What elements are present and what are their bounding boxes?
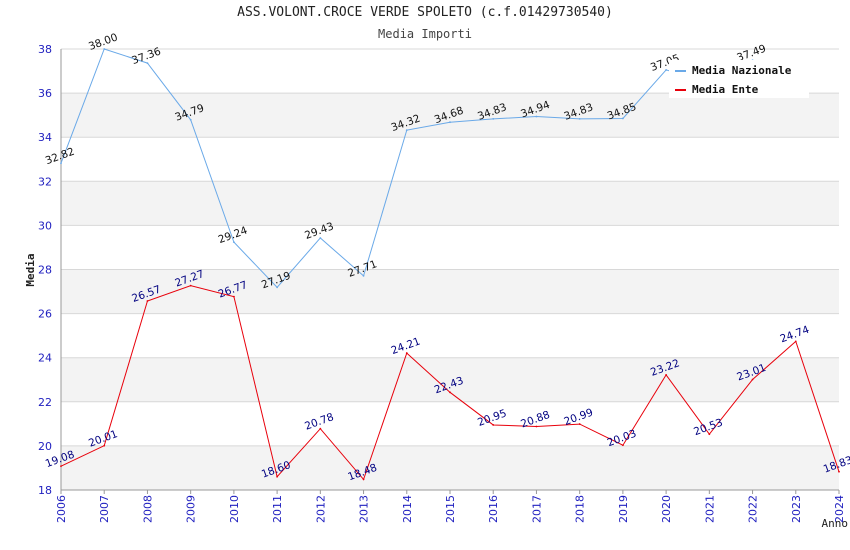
chart-title: ASS.VOLONT.CROCE VERDE SPOLETO (c.f.0142… (237, 5, 613, 20)
x-tick-label: 2011 (271, 495, 284, 523)
y-tick-label: 34 (38, 131, 52, 144)
legend: Media Nazionale Media Ente (669, 60, 809, 98)
data-point (621, 444, 624, 447)
x-tick-label: 2016 (487, 495, 500, 523)
x-tick-label: 2018 (574, 495, 587, 523)
x-tick-label: 2006 (55, 495, 68, 523)
grid-band (61, 137, 839, 182)
data-point (146, 62, 149, 65)
data-point (492, 117, 495, 120)
data-point (189, 284, 192, 287)
x-tick-label: 2023 (790, 495, 803, 523)
data-point (492, 424, 495, 426)
data-point (449, 121, 451, 124)
grid-band (61, 93, 839, 138)
legend-item-nazionale: Media Nazionale (675, 64, 791, 78)
data-point (578, 117, 581, 120)
grid-band (61, 269, 839, 314)
data-point (103, 444, 106, 447)
grid-band (61, 401, 839, 446)
data-point (60, 162, 62, 165)
x-tick-label: 2019 (617, 495, 630, 523)
legend-item-ente: Media Ente (675, 83, 758, 97)
data-point (708, 433, 711, 436)
data-point (838, 470, 840, 473)
x-tick-label: 2013 (358, 495, 371, 523)
legend-label-nazionale: Media Nazionale (692, 64, 792, 77)
data-point (60, 465, 62, 468)
data-point (146, 300, 149, 302)
y-tick-label: 26 (38, 308, 52, 321)
y-tick-label: 30 (38, 219, 52, 232)
y-axis-title: Media (24, 253, 37, 286)
grid-band (61, 181, 839, 226)
y-tick-label: 36 (38, 87, 52, 100)
x-tick-label: 2010 (228, 495, 241, 523)
chart-subtitle: Media Importi (378, 27, 472, 41)
data-point (535, 425, 538, 428)
legend-swatch-nazionale (675, 70, 686, 72)
data-point (232, 295, 235, 298)
y-tick-label: 38 (38, 43, 52, 56)
x-tick-label: 2007 (98, 495, 111, 523)
x-tick-label: 2015 (444, 495, 457, 523)
grid-band (61, 313, 839, 358)
data-point (405, 352, 408, 354)
data-point (362, 274, 365, 277)
y-tick-label: 22 (38, 396, 52, 409)
x-axis-title: Anno (822, 517, 849, 530)
x-tick-label: 2012 (314, 495, 327, 523)
data-point (189, 118, 192, 121)
x-tick-label: 2022 (747, 495, 760, 523)
y-tick-label: 20 (38, 440, 52, 453)
y-tick-label: 24 (38, 352, 52, 365)
data-point (578, 423, 581, 425)
y-tick-label: 28 (38, 264, 52, 277)
data-point (319, 427, 322, 430)
data-point (665, 373, 668, 376)
data-point (751, 378, 754, 381)
x-tick-label: 2014 (401, 495, 414, 523)
grid-band (61, 225, 839, 270)
y-tick-label: 18 (38, 484, 52, 497)
data-point (362, 478, 365, 481)
x-tick-label: 2020 (660, 495, 673, 523)
data-point (665, 69, 668, 71)
data-point (103, 48, 106, 50)
data-point (319, 237, 322, 239)
x-tick-label: 2009 (185, 495, 198, 523)
data-point (276, 475, 279, 478)
legend-label-ente: Media Ente (692, 83, 759, 96)
data-point (535, 115, 538, 118)
legend-swatch-ente (675, 89, 686, 91)
y-tick-label: 32 (38, 175, 52, 188)
x-tick-label: 2017 (530, 495, 543, 523)
data-point (232, 241, 235, 244)
x-tick-label: 2021 (703, 495, 716, 523)
data-point (276, 286, 279, 289)
data-point (449, 391, 451, 394)
x-tick-label: 2008 (141, 495, 154, 523)
data-point (405, 129, 408, 132)
data-point (794, 340, 797, 343)
data-point (621, 117, 624, 120)
x-tick-label: 2024 (833, 495, 846, 523)
grid-band (61, 357, 839, 402)
grid-band (61, 445, 839, 490)
